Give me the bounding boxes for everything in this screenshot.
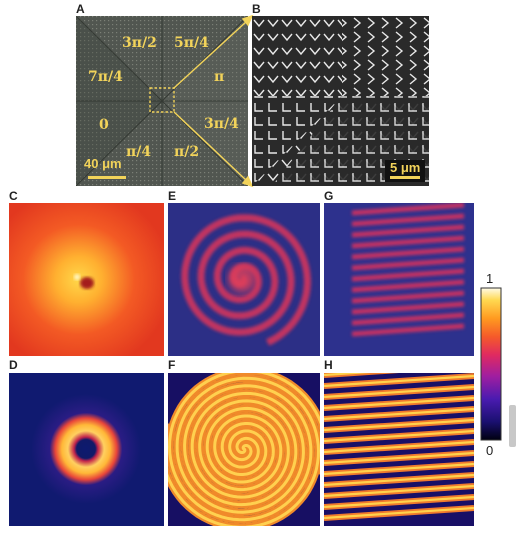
zoom-region-box — [149, 87, 175, 113]
panel-label-h: H — [324, 358, 333, 372]
zoom-connector-lines — [173, 14, 254, 188]
phase-label: π/4 — [126, 144, 152, 160]
colorbar-min-label: 0 — [486, 443, 494, 458]
panel-b-sem-zoom: 5 μm — [252, 16, 429, 186]
fringe-line — [324, 396, 474, 410]
phase-label: π/2 — [174, 144, 200, 160]
phase-label: 3π/2 — [122, 35, 157, 51]
fringe-line — [351, 257, 465, 271]
fringe-line — [324, 418, 474, 432]
fringe-line — [324, 385, 474, 399]
panel-label-g: G — [324, 189, 334, 203]
fringe-line — [351, 312, 465, 326]
panel-e-spiral-measured — [168, 203, 320, 356]
panel-d-donut-beam — [9, 373, 164, 526]
fringe-line — [324, 440, 474, 454]
fringe-line — [324, 484, 474, 498]
panel-label-b: B — [252, 2, 261, 16]
fringe-line — [351, 246, 465, 260]
scrollbar-thumb[interactable] — [509, 405, 516, 447]
panel-label-d: D — [9, 358, 18, 372]
panel-label-f: F — [168, 358, 176, 372]
fringe-line — [324, 506, 474, 520]
fringe-line — [351, 268, 465, 282]
fringe-line — [324, 451, 474, 465]
fringe-line — [324, 495, 474, 509]
fringe-line — [351, 301, 465, 315]
fringe-line — [324, 462, 474, 476]
fringe-line — [351, 213, 465, 227]
phase-label: 5π/4 — [174, 35, 209, 51]
fringe-line — [324, 429, 474, 443]
scale-bar-b — [390, 176, 420, 179]
fringe-line — [351, 323, 465, 337]
panel-label-a: A — [76, 2, 85, 16]
fringe-line — [324, 373, 371, 377]
fringe-line — [324, 473, 474, 487]
colorbar — [480, 287, 502, 441]
panel-a-sem-image: 3π/2 5π/4 7π/4 π 0 3π/4 π/4 π/2 40 μm — [76, 16, 248, 186]
fringe-line — [324, 374, 474, 388]
phase-label: 7π/4 — [88, 69, 123, 85]
panel-c-beam-image — [9, 203, 164, 356]
fringe-line — [351, 279, 465, 293]
panel-f-spiral-simulated — [168, 373, 320, 526]
fringe-line — [351, 224, 465, 238]
scale-bar-label-a: 40 μm — [84, 156, 122, 171]
phase-label: 0 — [99, 117, 109, 133]
panel-label-e: E — [168, 189, 177, 203]
panel-g-fringes-measured — [324, 203, 474, 356]
fringe-line — [324, 407, 474, 421]
scale-bar-a — [88, 176, 126, 179]
fringe-line — [351, 203, 465, 216]
panel-label-c: C — [9, 189, 18, 203]
phase-label: 3π/4 — [204, 116, 239, 132]
scale-bar-label-b: 5 μm — [390, 160, 421, 175]
fringe-line — [351, 235, 465, 249]
panel-h-fringes-simulated — [324, 373, 474, 526]
fringe-line — [351, 290, 465, 304]
colorbar-max-label: 1 — [486, 271, 494, 286]
phase-label: π — [214, 69, 225, 85]
